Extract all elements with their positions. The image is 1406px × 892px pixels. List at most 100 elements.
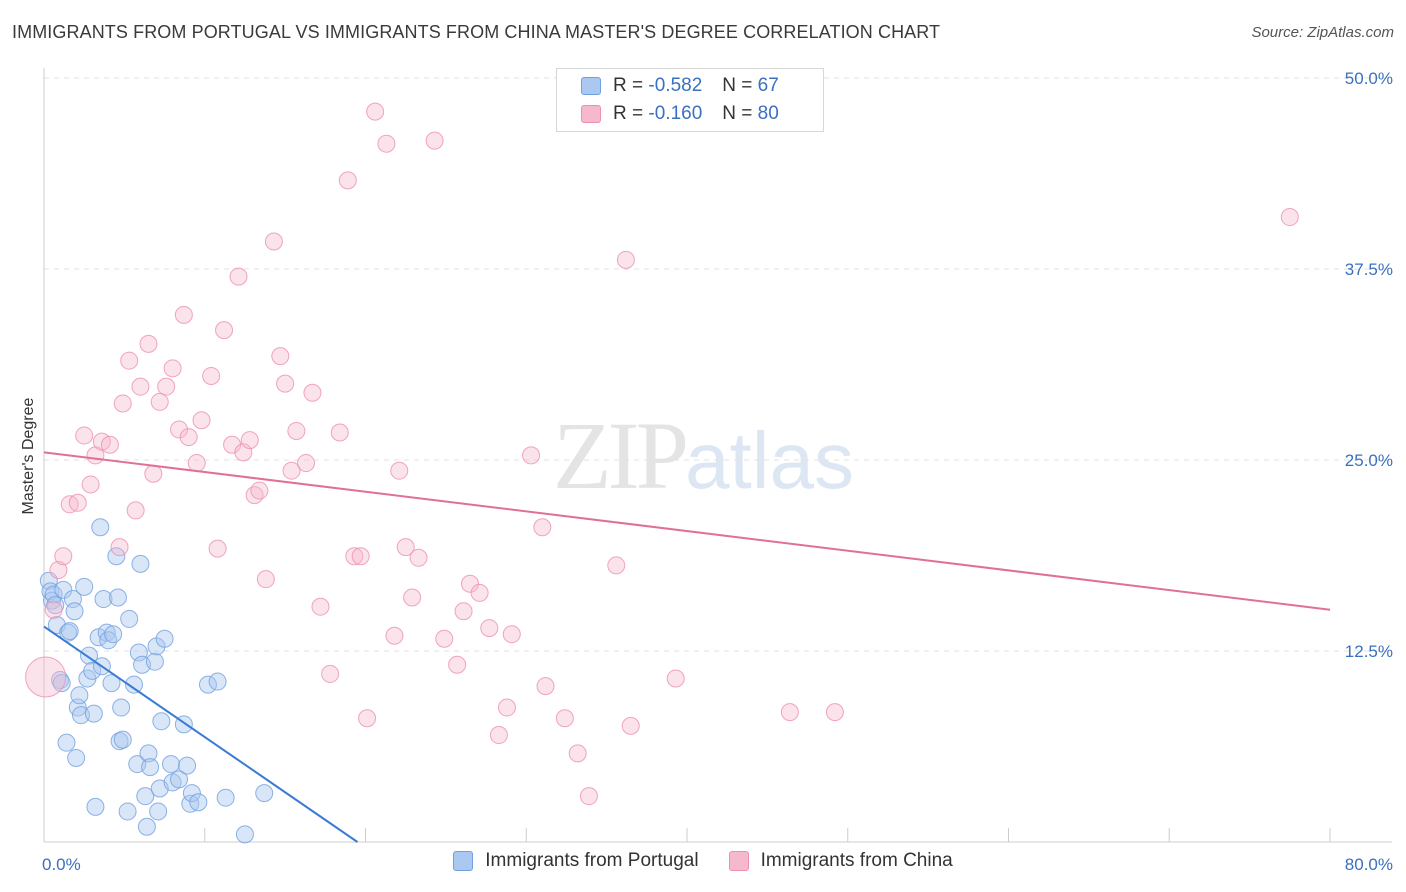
- watermark-zip: ZIP: [553, 402, 689, 509]
- point-china: [555, 709, 574, 728]
- point-china: [502, 625, 521, 644]
- trendline-portugal: [43, 625, 359, 843]
- point-portugal: [139, 744, 158, 763]
- point-china: [100, 435, 119, 454]
- point-portugal: [152, 712, 171, 731]
- point-portugal: [208, 672, 227, 691]
- point-china: [330, 423, 349, 442]
- point-portugal: [86, 797, 105, 816]
- point-china: [536, 677, 555, 696]
- x-tick-label: 80.0%: [1345, 855, 1393, 874]
- point-china: [1280, 208, 1299, 227]
- legend-row-portugal: R = -0.582 N = 67: [581, 73, 779, 99]
- point-china: [144, 464, 163, 483]
- point-portugal: [255, 784, 274, 803]
- legend-swatch-portugal: [453, 851, 474, 871]
- point-portugal: [104, 625, 123, 644]
- point-china: [409, 548, 428, 567]
- legend-r-label: R =: [613, 75, 644, 96]
- point-portugal: [110, 732, 129, 751]
- point-china: [240, 431, 259, 450]
- trendline-china: [43, 451, 1331, 611]
- point-portugal: [99, 631, 118, 650]
- point-china: [351, 547, 370, 566]
- point-china: [568, 744, 587, 763]
- point-china: [54, 547, 73, 566]
- point-china: [276, 374, 295, 393]
- point-portugal: [189, 793, 208, 812]
- point-china: [480, 619, 499, 638]
- point-portugal: [137, 817, 156, 836]
- legend-n-value: 67: [757, 75, 779, 96]
- x-tick-label: 0.0%: [42, 855, 81, 874]
- point-portugal: [75, 577, 94, 596]
- legend-item-portugal[interactable]: Immigrants from Portugal: [453, 850, 699, 872]
- point-china: [303, 383, 322, 402]
- legend-n-label: N =: [722, 75, 753, 96]
- grid: [44, 77, 1392, 652]
- point-china: [192, 411, 211, 430]
- y-tick-label: 50.0%: [1345, 69, 1393, 88]
- point-china: [460, 574, 479, 593]
- point-china: [390, 461, 409, 480]
- point-china: [25, 656, 67, 698]
- point-china: [120, 351, 139, 370]
- point-china: [321, 664, 340, 683]
- point-portugal: [102, 674, 121, 693]
- point-china: [825, 703, 844, 722]
- point-portugal: [54, 580, 73, 599]
- legend-label-portugal: Immigrants from Portugal: [485, 850, 699, 871]
- legend-swatch-china: [581, 105, 601, 123]
- legend-swatch-portugal: [581, 77, 601, 95]
- legend-item-china[interactable]: Immigrants from China: [728, 850, 953, 872]
- point-china: [282, 461, 301, 480]
- point-portugal: [71, 706, 90, 725]
- source-label: Source: ZipAtlas.com: [1251, 24, 1394, 41]
- point-portugal: [70, 686, 89, 705]
- point-china: [522, 446, 541, 465]
- point-china: [579, 787, 598, 806]
- point-china: [68, 493, 87, 512]
- point-portugal: [131, 554, 150, 573]
- point-portugal: [178, 756, 197, 775]
- point-portugal: [113, 730, 132, 749]
- trendlines: [43, 451, 1331, 843]
- point-portugal: [198, 675, 217, 694]
- point-portugal: [136, 787, 155, 806]
- legend-r-value: -0.582: [648, 75, 703, 96]
- point-portugal: [57, 733, 76, 752]
- point-china: [202, 366, 221, 385]
- point-china: [377, 134, 396, 153]
- point-china: [110, 538, 129, 557]
- point-china: [338, 171, 357, 190]
- point-portugal: [120, 609, 139, 628]
- point-china: [345, 547, 364, 566]
- point-portugal: [112, 698, 131, 717]
- point-portugal: [97, 623, 116, 642]
- point-china: [497, 698, 516, 717]
- y-tick-label: 37.5%: [1345, 260, 1393, 279]
- point-portugal: [91, 518, 110, 537]
- axes: [43, 68, 1392, 843]
- legend-n-value: 80: [757, 103, 779, 124]
- legend-label-china: Immigrants from China: [760, 850, 953, 871]
- point-portugal: [235, 825, 254, 844]
- point-portugal: [41, 582, 60, 601]
- y-tick-label: 12.5%: [1345, 642, 1393, 661]
- point-china: [616, 250, 635, 269]
- point-china: [131, 377, 150, 396]
- point-china: [49, 561, 68, 580]
- point-portugal: [60, 622, 79, 641]
- point-china: [250, 481, 269, 500]
- point-china: [75, 426, 94, 445]
- point-china: [297, 454, 316, 473]
- point-portugal: [182, 784, 201, 803]
- point-portugal: [67, 748, 86, 767]
- legend-r-value: -0.160: [648, 103, 703, 124]
- point-portugal: [118, 802, 137, 821]
- point-china: [215, 321, 234, 340]
- point-china: [358, 709, 377, 728]
- point-china: [435, 629, 454, 648]
- point-china: [621, 716, 640, 735]
- point-china: [396, 538, 415, 557]
